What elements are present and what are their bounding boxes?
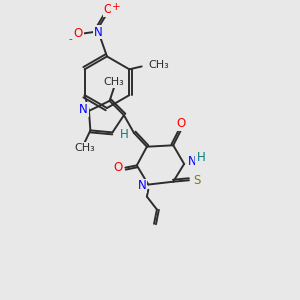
Text: O: O [114,161,123,174]
Text: O: O [177,117,186,130]
Text: N: N [138,179,146,193]
Text: +: + [112,2,121,12]
Text: O: O [74,27,83,40]
Text: -: - [69,34,73,44]
Text: O: O [104,3,113,16]
Text: H: H [120,128,128,141]
Text: CH₃: CH₃ [74,143,95,153]
Text: N: N [94,26,103,39]
Text: H: H [196,151,205,164]
Text: CH₃: CH₃ [103,77,124,87]
Text: CH₃: CH₃ [148,60,169,70]
Text: N: N [188,155,197,168]
Text: N: N [79,103,88,116]
Text: S: S [193,174,200,187]
